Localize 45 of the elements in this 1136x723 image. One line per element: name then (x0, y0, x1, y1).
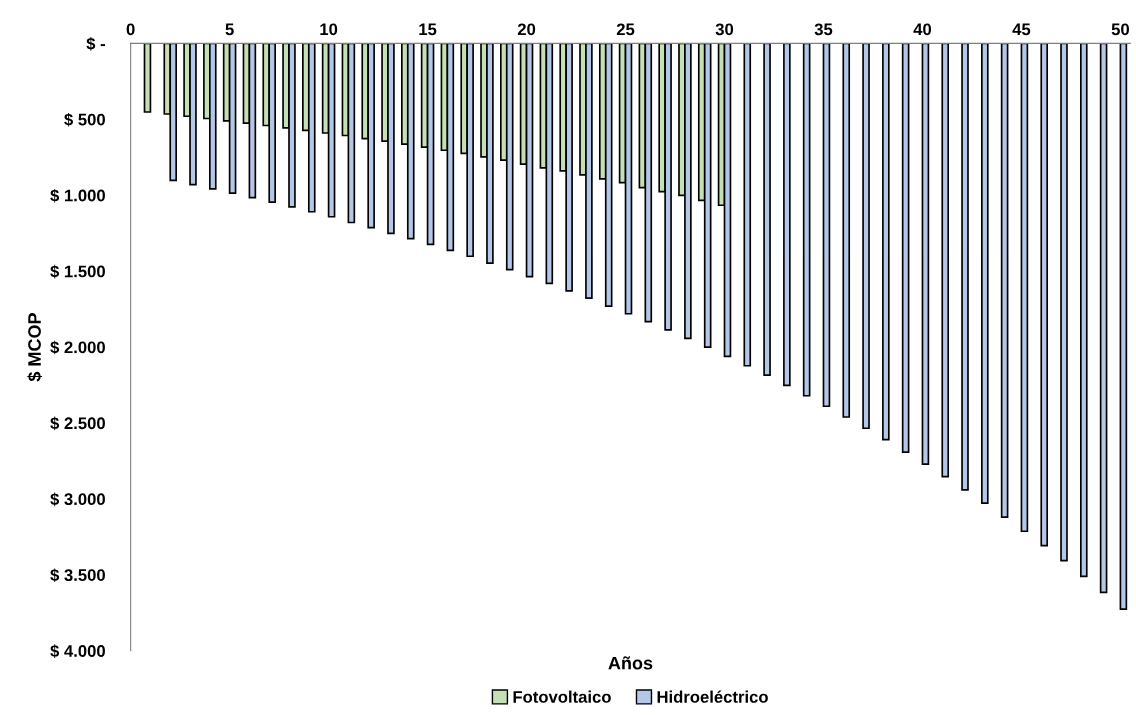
bar (783, 43, 791, 387)
bar (842, 43, 851, 418)
y-tick-label: $ 500 (64, 112, 105, 127)
x-tick-label: 5 (225, 23, 234, 36)
bar (921, 43, 930, 465)
x-tick-label: 20 (517, 23, 536, 36)
x-tick-label: 25 (616, 23, 635, 36)
bar (143, 43, 152, 113)
y-axis-title: $ MCOP (27, 313, 43, 382)
x-axis-title: Años (608, 656, 653, 670)
x-tick-label: 50 (1111, 23, 1130, 36)
bar (981, 43, 989, 504)
y-tick-label: $ 4.000 (50, 644, 105, 658)
bar (743, 43, 752, 367)
y-tick-label: $ 3.500 (50, 568, 105, 583)
bar (1099, 43, 1108, 594)
x-tick-label: 15 (419, 23, 437, 36)
legend-label: Hidroeléctrico (657, 690, 768, 703)
bar (1060, 43, 1068, 562)
bar (802, 43, 811, 397)
y-tick-label: $ - (86, 37, 105, 51)
y-tick-label: $ 2.000 (50, 340, 105, 355)
bar (1119, 43, 1128, 610)
bar (1000, 43, 1009, 518)
bar (882, 43, 890, 441)
x-tick-label: 40 (913, 23, 932, 36)
x-tick-label: 35 (814, 23, 833, 36)
bar (862, 43, 870, 430)
bar (941, 43, 950, 478)
x-tick-label: 30 (715, 23, 734, 36)
bar (1020, 43, 1029, 533)
y-tick-label: $ 1.000 (50, 188, 105, 203)
bar (822, 43, 831, 408)
x-tick-label: 0 (126, 23, 135, 36)
bar (961, 43, 969, 491)
bar (1040, 43, 1049, 547)
legend-label: Fotovoltaico (513, 690, 611, 703)
x-tick-label: 10 (320, 23, 338, 36)
bar (1079, 43, 1088, 578)
y-tick-label: $ 1.500 (50, 264, 105, 279)
x-tick-label: 45 (1012, 23, 1031, 36)
y-tick-label: $ 2.500 (50, 416, 105, 431)
y-tick-label: $ 3.000 (50, 492, 105, 507)
bar (763, 43, 771, 376)
bar (901, 43, 910, 453)
